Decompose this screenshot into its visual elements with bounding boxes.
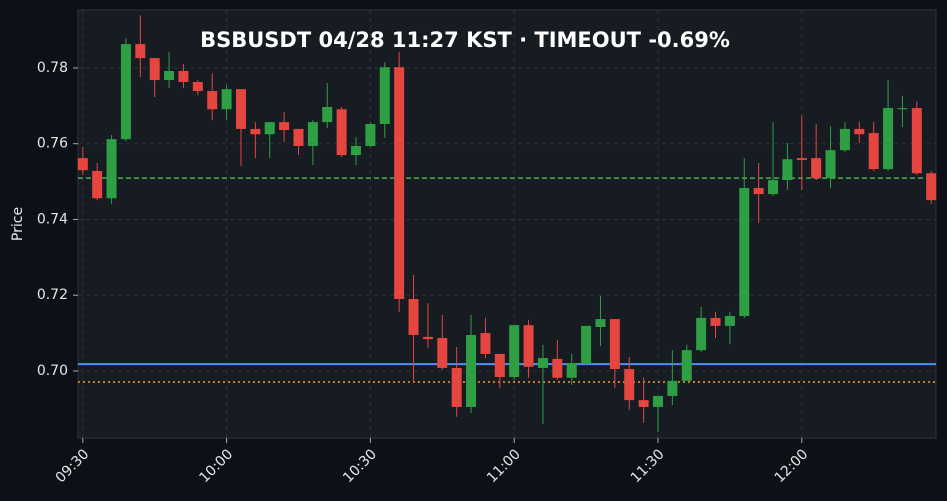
candle-body <box>782 159 793 181</box>
candle-body <box>652 395 663 407</box>
candle-body <box>696 317 707 351</box>
candle-body <box>264 122 275 135</box>
candle-body <box>739 188 750 317</box>
candle-body <box>811 158 822 179</box>
candle-body <box>408 298 419 335</box>
candle-body <box>307 122 318 146</box>
candle-body <box>509 325 520 378</box>
chart-title: BSBUSDT 04/28 11:27 KST · TIMEOUT -0.69% <box>200 28 730 52</box>
candle-body <box>552 358 563 378</box>
candle-body <box>537 358 548 368</box>
candle-body <box>293 128 304 146</box>
candle-body <box>221 89 232 110</box>
candle-body <box>897 108 908 110</box>
y-axis-label: Price <box>10 207 26 241</box>
candle-body <box>207 91 218 110</box>
candle-body <box>825 150 836 179</box>
candle-body <box>595 319 606 328</box>
candle-body <box>365 124 376 146</box>
candle-body <box>149 58 160 81</box>
candle-body <box>77 158 88 171</box>
candle-body <box>336 109 347 156</box>
candle-body <box>911 108 922 174</box>
y-tick-label: 0.74 <box>37 211 68 227</box>
candle-body <box>466 334 477 407</box>
candle-body <box>494 353 505 378</box>
candle-body <box>768 180 779 195</box>
candle-body <box>379 67 390 125</box>
candle-body <box>164 70 175 81</box>
candle-body <box>854 128 865 135</box>
candle-body <box>235 89 246 129</box>
candle-body <box>279 122 290 131</box>
y-tick-label: 0.72 <box>37 287 68 303</box>
candle-body <box>796 158 807 160</box>
candle-body <box>710 317 721 326</box>
candle-body <box>681 350 692 381</box>
candle-body <box>451 367 462 407</box>
candle-body <box>135 44 146 59</box>
candle-body <box>322 106 333 123</box>
plot-area <box>77 9 937 439</box>
candle-body <box>566 363 577 378</box>
candle-body <box>437 338 448 368</box>
candle-body <box>667 380 678 396</box>
candle-body <box>638 400 649 407</box>
candle-body <box>250 128 261 135</box>
candle-body <box>351 145 362 156</box>
candle-body <box>724 316 735 326</box>
y-tick-label: 0.70 <box>37 363 68 379</box>
candle-body <box>868 133 879 170</box>
candle-body <box>926 173 937 201</box>
candle-body <box>523 325 534 367</box>
candle-body <box>839 128 850 151</box>
candle-body <box>192 81 203 92</box>
candle-body <box>480 333 491 354</box>
candle-body <box>92 170 103 199</box>
y-tick-label: 0.76 <box>37 136 68 152</box>
y-tick-label: 0.78 <box>37 60 68 76</box>
candle-body <box>394 67 405 299</box>
candle-body <box>581 325 592 364</box>
candle-body <box>120 44 131 140</box>
plot-layer <box>77 10 937 438</box>
candle-body <box>106 139 117 199</box>
candle-body <box>753 188 764 195</box>
candle-body <box>422 336 433 340</box>
candle-body <box>883 108 894 170</box>
candle-body <box>624 369 635 401</box>
candle-body <box>178 70 189 82</box>
candle-body <box>609 319 620 370</box>
